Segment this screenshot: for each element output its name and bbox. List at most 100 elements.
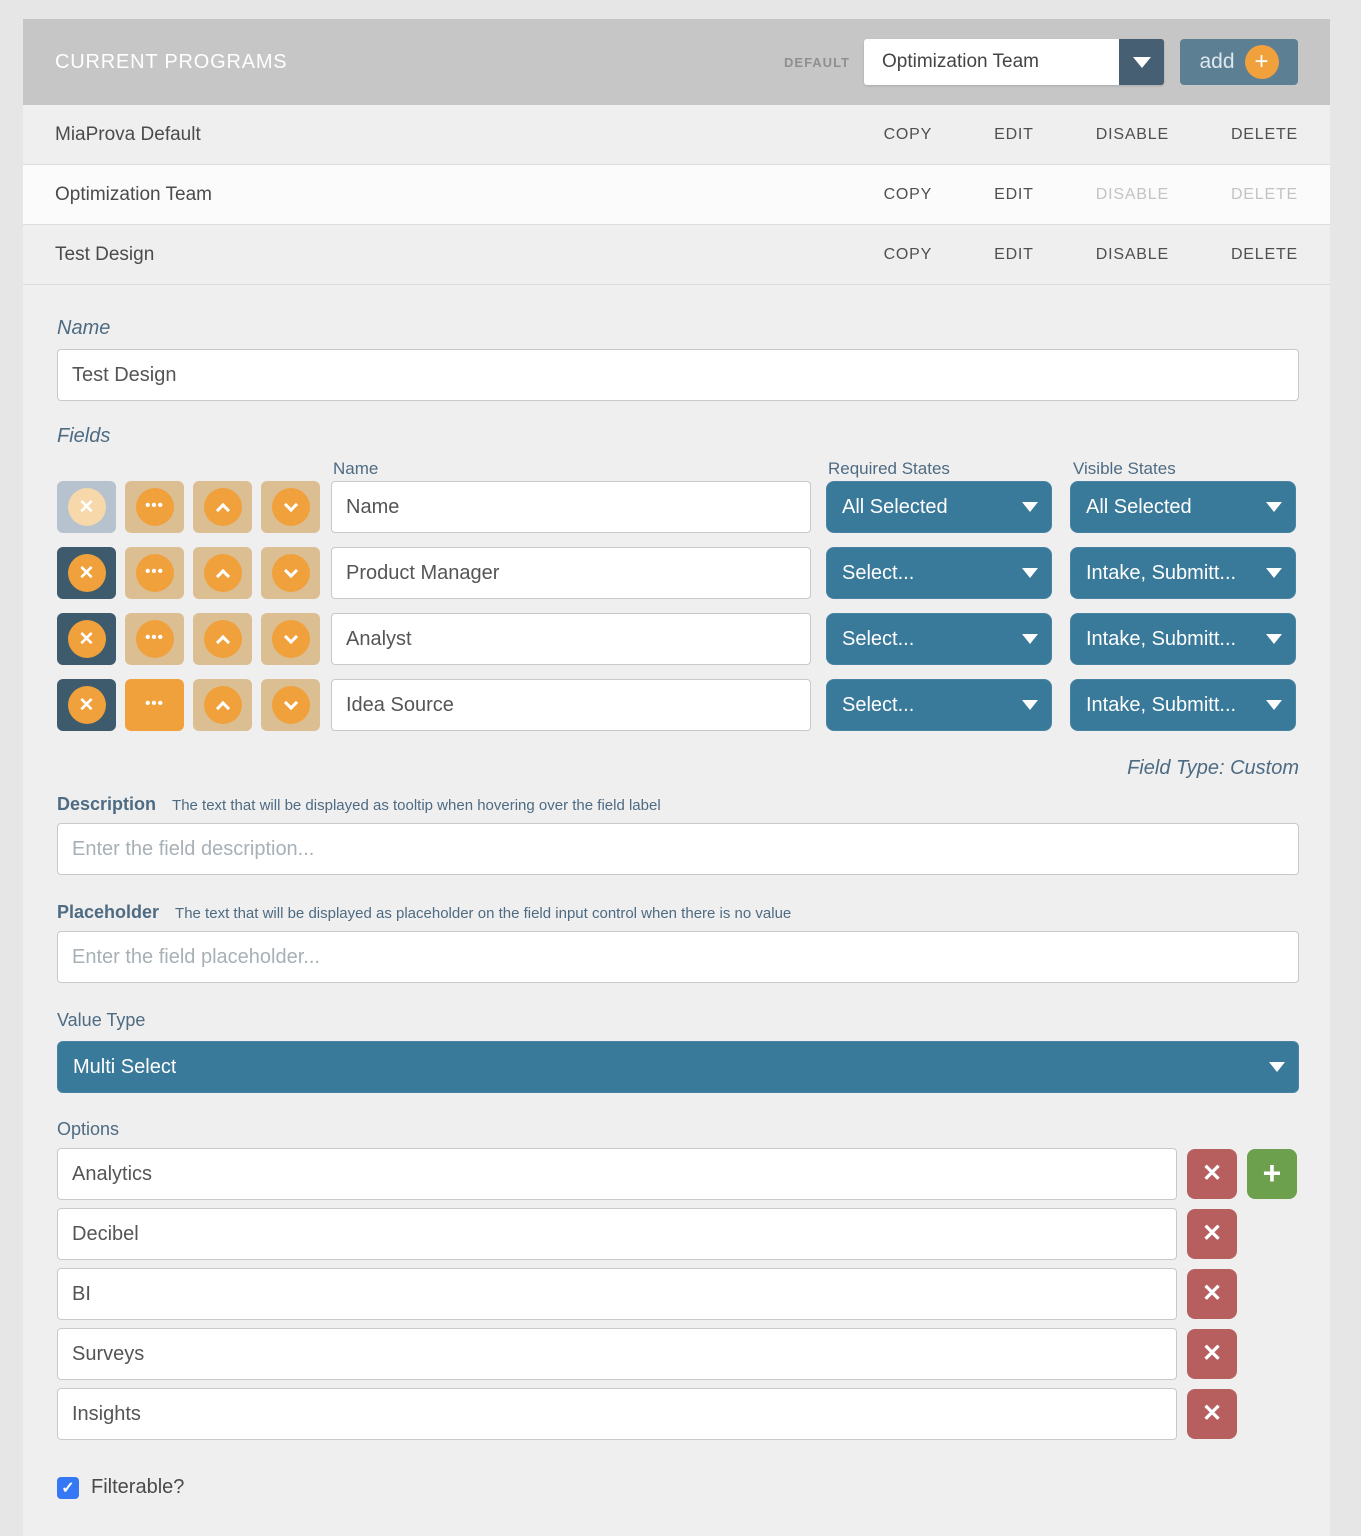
program-name: MiaProva Default bbox=[55, 123, 201, 145]
move-field-down-button[interactable] bbox=[261, 679, 320, 731]
description-label-row: Description The text that will be displa… bbox=[57, 794, 1299, 815]
value-type-value: Multi Select bbox=[73, 1055, 177, 1078]
default-program-select[interactable]: Optimization Team bbox=[864, 39, 1164, 85]
option-row: ✕ bbox=[57, 1268, 1299, 1320]
field-more-button[interactable]: ••• bbox=[125, 547, 184, 599]
required-states-select[interactable]: All Selected bbox=[826, 481, 1052, 533]
disable-action[interactable]: DISABLE bbox=[1095, 245, 1169, 263]
option-input[interactable] bbox=[57, 1208, 1177, 1260]
add-program-button[interactable]: add + bbox=[1180, 39, 1298, 85]
column-name-label: Name bbox=[333, 459, 379, 478]
visible-states-select[interactable]: Intake, Submitt... bbox=[1070, 547, 1296, 599]
chevron-up-icon bbox=[203, 686, 242, 724]
field-row: ✕ ••• All Selected All Selected bbox=[57, 481, 1299, 533]
move-field-up-button[interactable] bbox=[193, 679, 252, 731]
option-input[interactable] bbox=[57, 1148, 1177, 1200]
move-field-up-button[interactable] bbox=[193, 481, 252, 533]
option-input[interactable] bbox=[57, 1328, 1177, 1380]
remove-field-button[interactable]: ✕ bbox=[57, 679, 116, 731]
plus-icon: + bbox=[1244, 45, 1279, 79]
remove-icon: ✕ bbox=[1201, 1220, 1223, 1247]
add-program-label: add bbox=[1199, 50, 1235, 73]
required-states-value: All Selected bbox=[842, 495, 948, 518]
field-name-input[interactable] bbox=[331, 679, 811, 731]
program-actions: COPY EDIT DISABLE DELETE bbox=[822, 126, 1298, 144]
disable-action[interactable]: DISABLE bbox=[1095, 125, 1169, 143]
visible-states-value: All Selected bbox=[1086, 495, 1192, 518]
option-row: ✕ bbox=[57, 1328, 1299, 1380]
edit-action[interactable]: EDIT bbox=[994, 125, 1034, 143]
chevron-down-icon bbox=[1022, 634, 1038, 644]
chevron-down-icon bbox=[1266, 634, 1282, 644]
field-more-button[interactable]: ••• bbox=[125, 613, 184, 665]
description-input[interactable] bbox=[57, 823, 1299, 875]
current-programs-panel: CURRENT PROGRAMS DEFAULT Optimization Te… bbox=[23, 19, 1330, 1536]
option-input[interactable] bbox=[57, 1388, 1177, 1440]
copy-action[interactable]: COPY bbox=[883, 185, 933, 203]
fields-header: Fields Name Required States Visible Stat… bbox=[57, 425, 1299, 481]
remove-option-button[interactable]: ✕ bbox=[1187, 1149, 1237, 1199]
value-type-select[interactable]: Multi Select bbox=[57, 1041, 1299, 1093]
chevron-down-icon bbox=[1266, 700, 1282, 710]
remove-option-button[interactable]: ✕ bbox=[1187, 1389, 1237, 1439]
field-name-input[interactable] bbox=[331, 481, 811, 533]
move-field-down-button[interactable] bbox=[261, 547, 320, 599]
fields-label: Fields bbox=[57, 425, 111, 447]
edit-action[interactable]: EDIT bbox=[994, 185, 1034, 203]
chevron-down-icon bbox=[271, 554, 310, 592]
chevron-down-icon bbox=[1022, 502, 1038, 512]
copy-action[interactable]: COPY bbox=[883, 245, 933, 263]
program-name-input[interactable] bbox=[57, 349, 1299, 401]
options-label: Options bbox=[57, 1119, 120, 1139]
option-input[interactable] bbox=[57, 1268, 1177, 1320]
delete-action[interactable]: DELETE bbox=[1230, 245, 1298, 263]
default-program-select-arrow[interactable] bbox=[1119, 39, 1164, 85]
more-icon: ••• bbox=[145, 694, 164, 712]
remove-icon: ✕ bbox=[1201, 1280, 1223, 1307]
placeholder-input[interactable] bbox=[57, 931, 1299, 983]
move-field-up-button[interactable] bbox=[193, 613, 252, 665]
move-field-down-button[interactable] bbox=[261, 613, 320, 665]
chevron-up-icon bbox=[203, 488, 242, 526]
remove-option-button[interactable]: ✕ bbox=[1187, 1209, 1237, 1259]
copy-action[interactable]: COPY bbox=[883, 125, 933, 143]
field-type-note: Field Type: Custom bbox=[1127, 757, 1299, 779]
topbar: CURRENT PROGRAMS DEFAULT Optimization Te… bbox=[23, 19, 1330, 105]
move-field-down-button[interactable] bbox=[261, 481, 320, 533]
disable-action: DISABLE bbox=[1095, 185, 1169, 203]
remove-field-button: ✕ bbox=[57, 481, 116, 533]
description-label: Description bbox=[57, 794, 157, 814]
move-field-up-button[interactable] bbox=[193, 547, 252, 599]
option-row: ✕ bbox=[57, 1388, 1299, 1440]
field-name-input[interactable] bbox=[331, 613, 811, 665]
field-row: ✕ ••• Select... Intake, Submitt... bbox=[57, 613, 1299, 665]
program-row: Test Design COPY EDIT DISABLE DELETE bbox=[23, 225, 1330, 285]
required-states-select[interactable]: Select... bbox=[826, 679, 1052, 731]
required-states-value: Select... bbox=[842, 693, 915, 716]
remove-field-button[interactable]: ✕ bbox=[57, 547, 116, 599]
required-states-value: Select... bbox=[842, 627, 915, 650]
required-states-select[interactable]: Select... bbox=[826, 613, 1052, 665]
required-states-value: Select... bbox=[842, 561, 915, 584]
remove-option-button[interactable]: ✕ bbox=[1187, 1329, 1237, 1379]
program-row: MiaProva Default COPY EDIT DISABLE DELET… bbox=[23, 105, 1330, 165]
default-program-select-value: Optimization Team bbox=[864, 39, 1119, 85]
delete-action[interactable]: DELETE bbox=[1230, 125, 1298, 143]
required-states-select[interactable]: Select... bbox=[826, 547, 1052, 599]
visible-states-select[interactable]: All Selected bbox=[1070, 481, 1296, 533]
add-option-button[interactable]: + bbox=[1247, 1149, 1297, 1199]
field-name-input[interactable] bbox=[331, 547, 811, 599]
field-more-button[interactable]: ••• bbox=[125, 481, 184, 533]
field-more-button-active[interactable]: ••• bbox=[125, 679, 184, 731]
visible-states-value: Intake, Submitt... bbox=[1086, 561, 1237, 584]
visible-states-select[interactable]: Intake, Submitt... bbox=[1070, 679, 1296, 731]
edit-action[interactable]: EDIT bbox=[994, 245, 1034, 263]
program-name: Optimization Team bbox=[55, 183, 212, 205]
filterable-checkbox[interactable]: ✓ bbox=[57, 1476, 79, 1499]
chevron-down-icon bbox=[271, 488, 310, 526]
program-row: Optimization Team COPY EDIT DISABLE DELE… bbox=[23, 165, 1330, 225]
remove-option-button[interactable]: ✕ bbox=[1187, 1269, 1237, 1319]
program-actions: COPY EDIT DISABLE DELETE bbox=[822, 246, 1298, 264]
remove-field-button[interactable]: ✕ bbox=[57, 613, 116, 665]
visible-states-select[interactable]: Intake, Submitt... bbox=[1070, 613, 1296, 665]
